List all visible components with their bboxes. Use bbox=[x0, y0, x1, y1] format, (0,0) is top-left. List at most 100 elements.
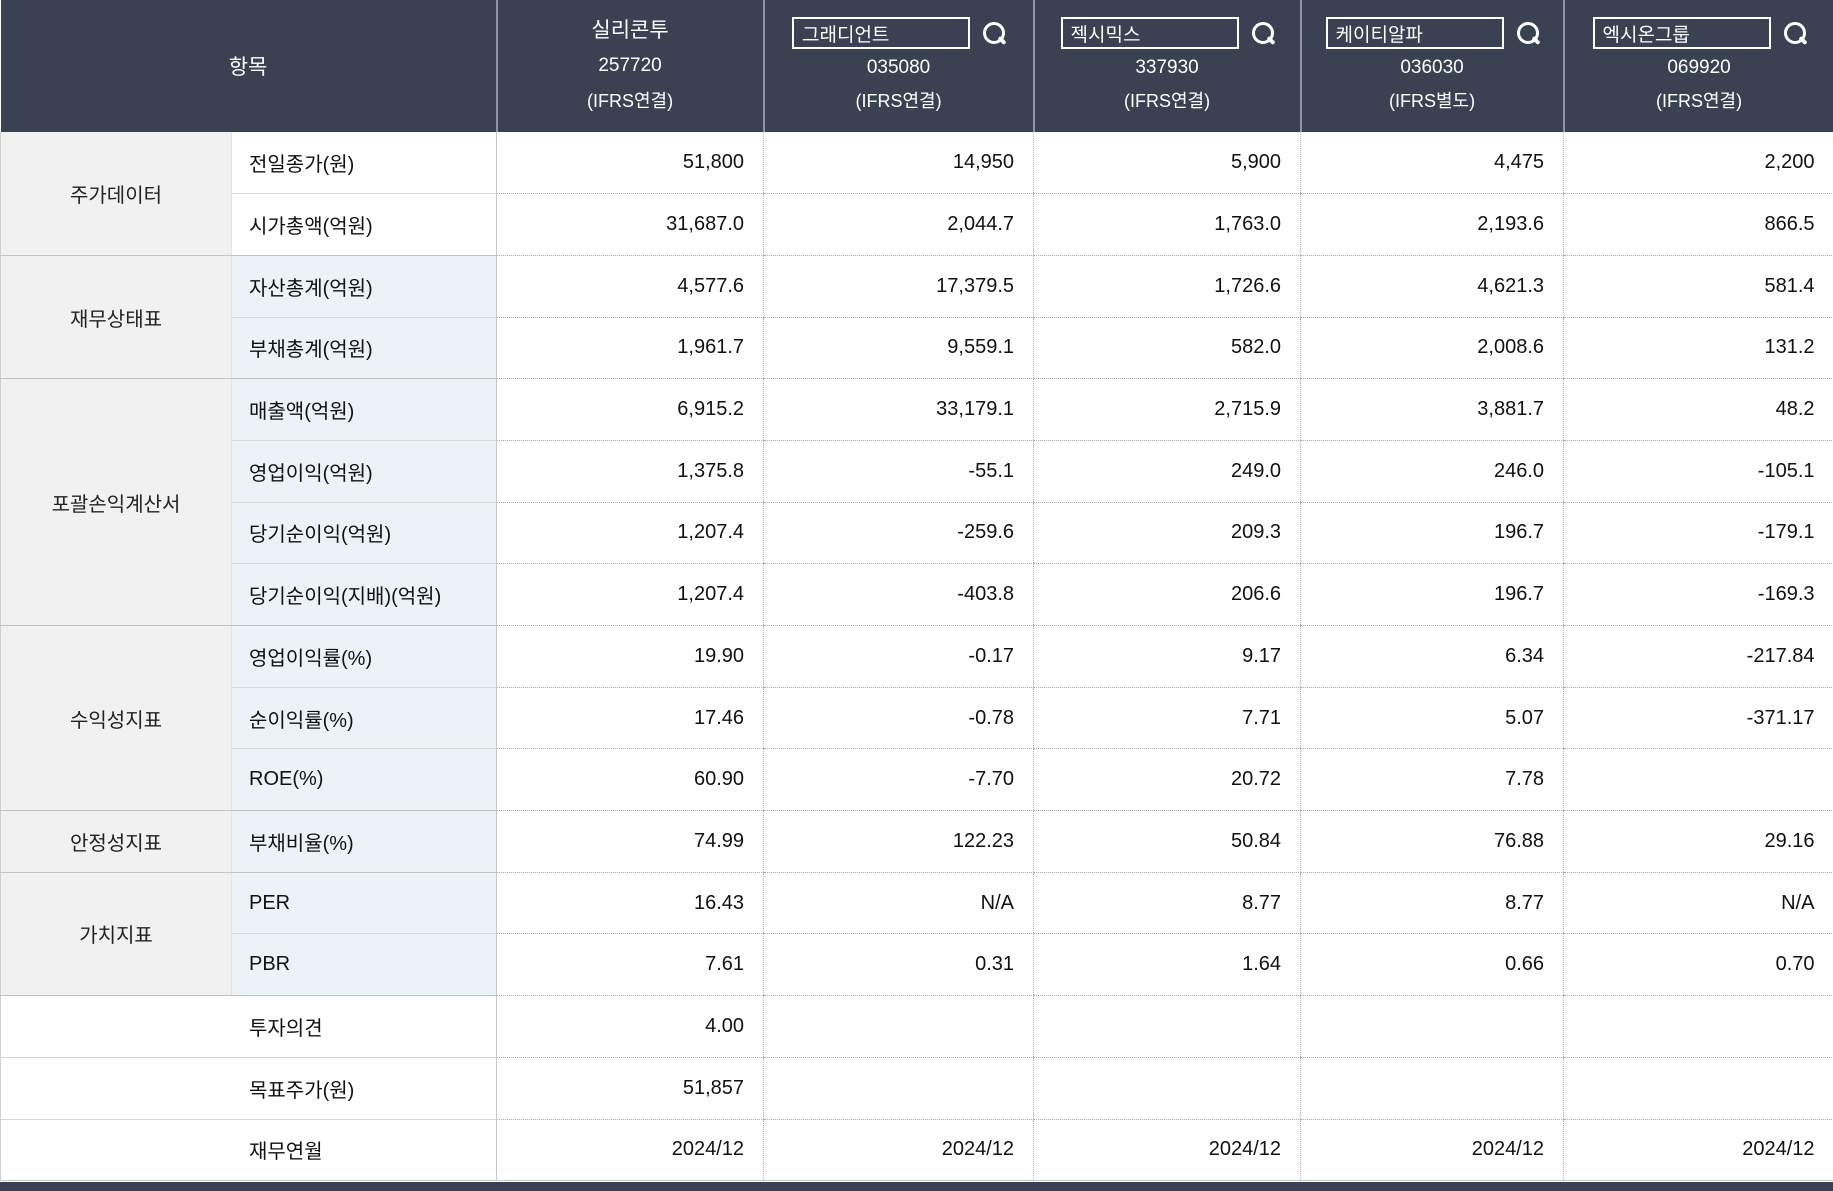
table-row: 주가데이터 전일종가(원) 51,800 14,950 5,900 4,475 … bbox=[0, 132, 1833, 256]
value-cell: 17.46 bbox=[496, 687, 764, 750]
value-cell bbox=[1563, 1057, 1833, 1120]
value-cell: 249.0 bbox=[1033, 440, 1301, 503]
value-cell: 2024/12 bbox=[1563, 1119, 1833, 1182]
value-cell: 48.2 bbox=[1563, 378, 1833, 441]
row-label: 부채비율(%) bbox=[231, 810, 497, 873]
search-icon[interactable] bbox=[1251, 22, 1274, 44]
search-icon[interactable] bbox=[1516, 22, 1539, 44]
value-cell: 8.77 bbox=[1033, 872, 1301, 935]
value-cell: 0.66 bbox=[1300, 933, 1564, 997]
value-cell: -0.78 bbox=[763, 687, 1034, 750]
value-cell: 2,715.9 bbox=[1033, 378, 1301, 441]
table-row: 안정성지표 부채비율(%) 74.99 122.23 50.84 76.88 2… bbox=[0, 810, 1833, 873]
value-cell: -105.1 bbox=[1563, 440, 1833, 503]
row-group-label: 안정성지표 bbox=[0, 810, 232, 873]
company-header-peer3: 036030 (IFRS별도) bbox=[1300, 0, 1565, 132]
value-cell: 51,857 bbox=[496, 1057, 764, 1120]
table-header: 항목 실리콘투 257720 (IFRS연결) 035080 (IFRS연결) bbox=[0, 0, 1833, 132]
value-cell: 7.71 bbox=[1033, 687, 1301, 750]
value-cell: -259.6 bbox=[763, 502, 1034, 565]
row-group-label: 수익성지표 bbox=[0, 625, 232, 812]
row-group-label: 가치지표 bbox=[0, 872, 232, 997]
row-label: 당기순이익(지배)(억원) bbox=[230, 563, 497, 626]
table-row: 포괄손익계산서 매출액(억원) 6,915.2 33,179.1 2,715.9… bbox=[0, 378, 1833, 626]
value-cell: -169.3 bbox=[1563, 563, 1833, 626]
value-cell bbox=[1033, 1057, 1301, 1120]
value-cell: 7.78 bbox=[1300, 748, 1564, 812]
value-cell: 2024/12 bbox=[1300, 1119, 1564, 1182]
company-code: 337930 bbox=[1135, 57, 1199, 78]
value-cell: 196.7 bbox=[1300, 502, 1564, 565]
accounting-standard: (IFRS연결) bbox=[855, 91, 942, 111]
value-cell: 3,881.7 bbox=[1300, 378, 1564, 441]
company-code: 036030 bbox=[1400, 57, 1464, 78]
value-cell: 1,375.8 bbox=[496, 440, 764, 503]
value-cell: 122.23 bbox=[763, 810, 1034, 873]
company-search-input[interactable] bbox=[1325, 17, 1504, 49]
company-search-input[interactable] bbox=[1592, 17, 1771, 49]
value-cell bbox=[1563, 748, 1833, 812]
value-cell: 17,379.5 bbox=[763, 255, 1034, 318]
value-cell: 1.64 bbox=[1033, 933, 1301, 997]
value-cell: 2024/12 bbox=[496, 1119, 764, 1182]
table-row: 재무상태표 자산총계(억원) 4,577.6 17,379.5 1,726.6 … bbox=[0, 255, 1833, 380]
value-cell: 6.34 bbox=[1300, 625, 1564, 688]
search-icon[interactable] bbox=[983, 22, 1006, 44]
accounting-standard: (IFRS연결) bbox=[586, 91, 674, 111]
value-cell: 1,961.7 bbox=[496, 317, 764, 380]
table-row: ROE(%) 60.90 -7.70 20.72 7.78 bbox=[1, 748, 1833, 812]
value-cell: 581.4 bbox=[1563, 255, 1833, 318]
value-cell: 19.90 bbox=[496, 625, 764, 688]
company-search-input[interactable] bbox=[1060, 17, 1239, 49]
row-label: 투자의견 bbox=[0, 995, 497, 1058]
value-cell: 5,900 bbox=[1033, 132, 1301, 195]
table-row: 부채총계(억원) 1,961.7 9,559.1 582.0 2,008.6 1… bbox=[1, 317, 1833, 380]
company-header-peer2: 337930 (IFRS연결) bbox=[1033, 0, 1302, 132]
table-row: 목표주가(원) 51,857 bbox=[0, 1057, 1833, 1120]
value-cell: 50.84 bbox=[1033, 810, 1301, 873]
bottom-bar bbox=[0, 1182, 1833, 1191]
value-cell: 209.3 bbox=[1033, 502, 1301, 565]
value-cell bbox=[1300, 995, 1564, 1058]
row-label: ROE(%) bbox=[230, 748, 497, 812]
value-cell: 1,207.4 bbox=[496, 502, 764, 565]
value-cell: -55.1 bbox=[763, 440, 1034, 503]
value-cell: N/A bbox=[1563, 872, 1833, 935]
value-cell: -179.1 bbox=[1563, 502, 1833, 565]
value-cell: 8.77 bbox=[1300, 872, 1564, 935]
accounting-standard: (IFRS별도) bbox=[1388, 91, 1476, 111]
value-cell: 866.5 bbox=[1563, 193, 1833, 256]
value-cell: 74.99 bbox=[496, 810, 764, 873]
row-label: 자산총계(억원) bbox=[231, 255, 497, 318]
value-cell: 4,621.3 bbox=[1300, 255, 1564, 318]
company-header-peer1: 035080 (IFRS연결) bbox=[763, 0, 1035, 132]
value-cell: 20.72 bbox=[1033, 748, 1301, 812]
value-cell: -403.8 bbox=[763, 563, 1034, 626]
value-cell: 4.00 bbox=[496, 995, 764, 1058]
item-column-label: 항목 bbox=[228, 56, 268, 79]
value-cell: 4,475 bbox=[1300, 132, 1564, 195]
table-row: 가치지표 PER 16.43 N/A 8.77 8.77 N/A bbox=[0, 872, 1833, 997]
table-row: 당기순이익(지배)(억원) 1,207.4 -403.8 206.6 196.7… bbox=[1, 563, 1833, 626]
value-cell: 5.07 bbox=[1300, 687, 1564, 750]
search-icon[interactable] bbox=[1783, 22, 1806, 44]
item-column-header: 항목 bbox=[0, 0, 498, 132]
company-name: 실리콘투 bbox=[591, 19, 669, 42]
table-row: 순이익률(%) 17.46 -0.78 7.71 5.07 -371.17 bbox=[1, 687, 1833, 750]
value-cell: 2024/12 bbox=[763, 1119, 1034, 1182]
table-row: 수익성지표 영업이익률(%) 19.90 -0.17 9.17 6.34 -21… bbox=[0, 625, 1833, 812]
value-cell bbox=[763, 995, 1034, 1058]
value-cell: 0.70 bbox=[1563, 933, 1833, 997]
row-label: 목표주가(원) bbox=[0, 1057, 497, 1120]
row-group-label: 재무상태표 bbox=[0, 255, 232, 380]
value-cell: 51,800 bbox=[496, 132, 764, 195]
value-cell bbox=[1563, 995, 1833, 1058]
accounting-standard: (IFRS연결) bbox=[1655, 91, 1743, 111]
company-search-input[interactable] bbox=[792, 17, 971, 49]
value-cell: 7.61 bbox=[496, 933, 764, 997]
value-cell: 2,008.6 bbox=[1300, 317, 1564, 380]
value-cell: 9.17 bbox=[1033, 625, 1301, 688]
row-label: 순이익률(%) bbox=[230, 687, 497, 750]
row-label: 재무연월 bbox=[0, 1119, 497, 1182]
